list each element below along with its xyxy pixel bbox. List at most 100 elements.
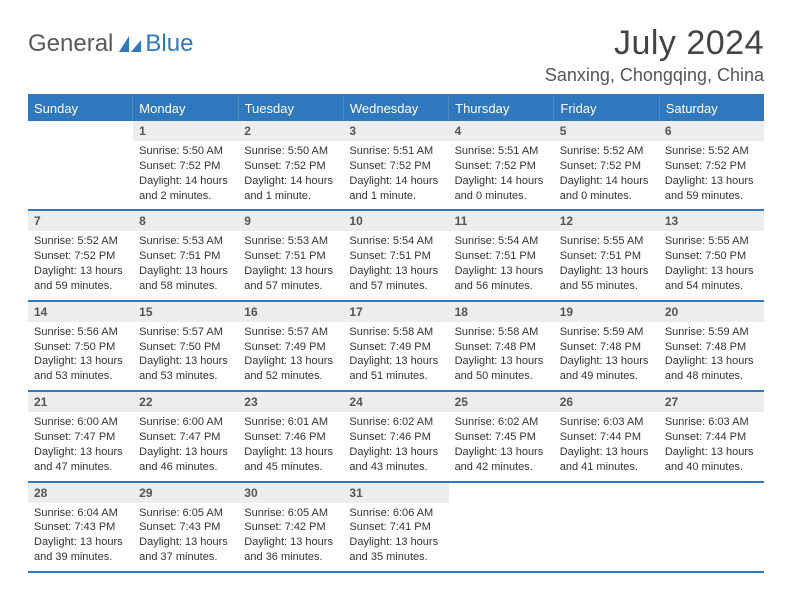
- date-number: 28: [28, 483, 133, 503]
- cell-body: Sunrise: 5:54 AMSunset: 7:51 PMDaylight:…: [449, 231, 554, 299]
- date-number: 5: [554, 121, 659, 141]
- cell-body: Sunrise: 5:54 AMSunset: 7:51 PMDaylight:…: [343, 231, 448, 299]
- cell-body: Sunrise: 6:02 AMSunset: 7:45 PMDaylight:…: [449, 412, 554, 480]
- sunrise-line: Sunrise: 6:03 AM: [560, 415, 653, 430]
- sunrise-line: Sunrise: 5:54 AM: [455, 234, 548, 249]
- calendar-cell: [449, 483, 554, 571]
- calendar-cell: 12Sunrise: 5:55 AMSunset: 7:51 PMDayligh…: [554, 211, 659, 299]
- calendar-cell: 26Sunrise: 6:03 AMSunset: 7:44 PMDayligh…: [554, 392, 659, 480]
- weekday-header: Friday: [554, 96, 659, 121]
- sunset-line: Sunset: 7:52 PM: [560, 159, 653, 174]
- sunrise-line: Sunrise: 6:03 AM: [665, 415, 758, 430]
- cell-body: Sunrise: 5:59 AMSunset: 7:48 PMDaylight:…: [659, 322, 764, 390]
- calendar-cell: 16Sunrise: 5:57 AMSunset: 7:49 PMDayligh…: [238, 302, 343, 390]
- daylight-line: Daylight: 13 hours and 59 minutes.: [665, 174, 758, 204]
- daylight-line: Daylight: 13 hours and 53 minutes.: [139, 354, 232, 384]
- date-number: 19: [554, 302, 659, 322]
- sunset-line: Sunset: 7:48 PM: [455, 340, 548, 355]
- cell-body: Sunrise: 5:58 AMSunset: 7:49 PMDaylight:…: [343, 322, 448, 390]
- sunrise-line: Sunrise: 5:59 AM: [665, 325, 758, 340]
- calendar-cell: 17Sunrise: 5:58 AMSunset: 7:49 PMDayligh…: [343, 302, 448, 390]
- daylight-line: Daylight: 13 hours and 57 minutes.: [244, 264, 337, 294]
- calendar-cell: [659, 483, 764, 571]
- daylight-line: Daylight: 13 hours and 46 minutes.: [139, 445, 232, 475]
- sunset-line: Sunset: 7:50 PM: [139, 340, 232, 355]
- daylight-line: Daylight: 13 hours and 41 minutes.: [560, 445, 653, 475]
- weekday-header: Monday: [133, 96, 238, 121]
- cell-body: Sunrise: 6:04 AMSunset: 7:43 PMDaylight:…: [28, 503, 133, 571]
- sunrise-line: Sunrise: 6:01 AM: [244, 415, 337, 430]
- cell-body: Sunrise: 5:52 AMSunset: 7:52 PMDaylight:…: [554, 141, 659, 209]
- sunrise-line: Sunrise: 6:05 AM: [139, 506, 232, 521]
- daylight-line: Daylight: 13 hours and 42 minutes.: [455, 445, 548, 475]
- daylight-line: Daylight: 13 hours and 54 minutes.: [665, 264, 758, 294]
- calendar-week-row: 14Sunrise: 5:56 AMSunset: 7:50 PMDayligh…: [28, 302, 764, 392]
- sunset-line: Sunset: 7:50 PM: [34, 340, 127, 355]
- date-number: 22: [133, 392, 238, 412]
- cell-body: Sunrise: 5:53 AMSunset: 7:51 PMDaylight:…: [133, 231, 238, 299]
- weekday-header: Thursday: [449, 96, 554, 121]
- sunset-line: Sunset: 7:49 PM: [244, 340, 337, 355]
- date-number: 24: [343, 392, 448, 412]
- calendar-week-row: 1Sunrise: 5:50 AMSunset: 7:52 PMDaylight…: [28, 121, 764, 211]
- calendar-cell: 3Sunrise: 5:51 AMSunset: 7:52 PMDaylight…: [343, 121, 448, 209]
- daylight-line: Daylight: 14 hours and 1 minute.: [244, 174, 337, 204]
- cell-body: Sunrise: 5:55 AMSunset: 7:50 PMDaylight:…: [659, 231, 764, 299]
- calendar-table: SundayMondayTuesdayWednesdayThursdayFrid…: [28, 96, 764, 573]
- calendar-cell: 25Sunrise: 6:02 AMSunset: 7:45 PMDayligh…: [449, 392, 554, 480]
- cell-body: Sunrise: 6:02 AMSunset: 7:46 PMDaylight:…: [343, 412, 448, 480]
- sunrise-line: Sunrise: 5:51 AM: [349, 144, 442, 159]
- sunset-line: Sunset: 7:52 PM: [244, 159, 337, 174]
- cell-body: Sunrise: 5:56 AMSunset: 7:50 PMDaylight:…: [28, 322, 133, 390]
- calendar-cell: 5Sunrise: 5:52 AMSunset: 7:52 PMDaylight…: [554, 121, 659, 209]
- cell-body: Sunrise: 5:50 AMSunset: 7:52 PMDaylight:…: [238, 141, 343, 209]
- date-number-empty: [449, 483, 554, 503]
- calendar-cell: 27Sunrise: 6:03 AMSunset: 7:44 PMDayligh…: [659, 392, 764, 480]
- calendar-cell: 29Sunrise: 6:05 AMSunset: 7:43 PMDayligh…: [133, 483, 238, 571]
- date-number: 4: [449, 121, 554, 141]
- date-number: 2: [238, 121, 343, 141]
- sunrise-line: Sunrise: 6:04 AM: [34, 506, 127, 521]
- cell-body: Sunrise: 5:52 AMSunset: 7:52 PMDaylight:…: [659, 141, 764, 209]
- sunset-line: Sunset: 7:48 PM: [560, 340, 653, 355]
- sunset-line: Sunset: 7:51 PM: [560, 249, 653, 264]
- daylight-line: Daylight: 13 hours and 45 minutes.: [244, 445, 337, 475]
- date-number: 3: [343, 121, 448, 141]
- sunset-line: Sunset: 7:51 PM: [244, 249, 337, 264]
- sunrise-line: Sunrise: 5:57 AM: [139, 325, 232, 340]
- calendar-cell: 2Sunrise: 5:50 AMSunset: 7:52 PMDaylight…: [238, 121, 343, 209]
- sunrise-line: Sunrise: 5:58 AM: [349, 325, 442, 340]
- date-number: 23: [238, 392, 343, 412]
- date-number: 30: [238, 483, 343, 503]
- cell-body: Sunrise: 5:57 AMSunset: 7:50 PMDaylight:…: [133, 322, 238, 390]
- sunrise-line: Sunrise: 6:06 AM: [349, 506, 442, 521]
- sunset-line: Sunset: 7:52 PM: [455, 159, 548, 174]
- calendar-cell: 19Sunrise: 5:59 AMSunset: 7:48 PMDayligh…: [554, 302, 659, 390]
- weekday-header: Tuesday: [239, 96, 344, 121]
- calendar-cell: 30Sunrise: 6:05 AMSunset: 7:42 PMDayligh…: [238, 483, 343, 571]
- daylight-line: Daylight: 13 hours and 40 minutes.: [665, 445, 758, 475]
- sunset-line: Sunset: 7:52 PM: [349, 159, 442, 174]
- sunrise-line: Sunrise: 5:51 AM: [455, 144, 548, 159]
- calendar-cell: 15Sunrise: 5:57 AMSunset: 7:50 PMDayligh…: [133, 302, 238, 390]
- sunset-line: Sunset: 7:51 PM: [455, 249, 548, 264]
- daylight-line: Daylight: 13 hours and 52 minutes.: [244, 354, 337, 384]
- calendar-cell: 28Sunrise: 6:04 AMSunset: 7:43 PMDayligh…: [28, 483, 133, 571]
- cell-body: Sunrise: 6:03 AMSunset: 7:44 PMDaylight:…: [554, 412, 659, 480]
- weekday-header: Wednesday: [344, 96, 449, 121]
- sunrise-line: Sunrise: 5:58 AM: [455, 325, 548, 340]
- daylight-line: Daylight: 13 hours and 50 minutes.: [455, 354, 548, 384]
- date-number: 16: [238, 302, 343, 322]
- calendar-cell: 21Sunrise: 6:00 AMSunset: 7:47 PMDayligh…: [28, 392, 133, 480]
- sunset-line: Sunset: 7:45 PM: [455, 430, 548, 445]
- calendar-week-row: 7Sunrise: 5:52 AMSunset: 7:52 PMDaylight…: [28, 211, 764, 301]
- daylight-line: Daylight: 13 hours and 47 minutes.: [34, 445, 127, 475]
- cell-body: Sunrise: 5:50 AMSunset: 7:52 PMDaylight:…: [133, 141, 238, 209]
- date-number: 26: [554, 392, 659, 412]
- daylight-line: Daylight: 14 hours and 2 minutes.: [139, 174, 232, 204]
- date-number: 17: [343, 302, 448, 322]
- date-number: 21: [28, 392, 133, 412]
- page-title: July 2024: [545, 24, 764, 63]
- brand-text-2: Blue: [145, 30, 193, 58]
- cell-body: Sunrise: 6:01 AMSunset: 7:46 PMDaylight:…: [238, 412, 343, 480]
